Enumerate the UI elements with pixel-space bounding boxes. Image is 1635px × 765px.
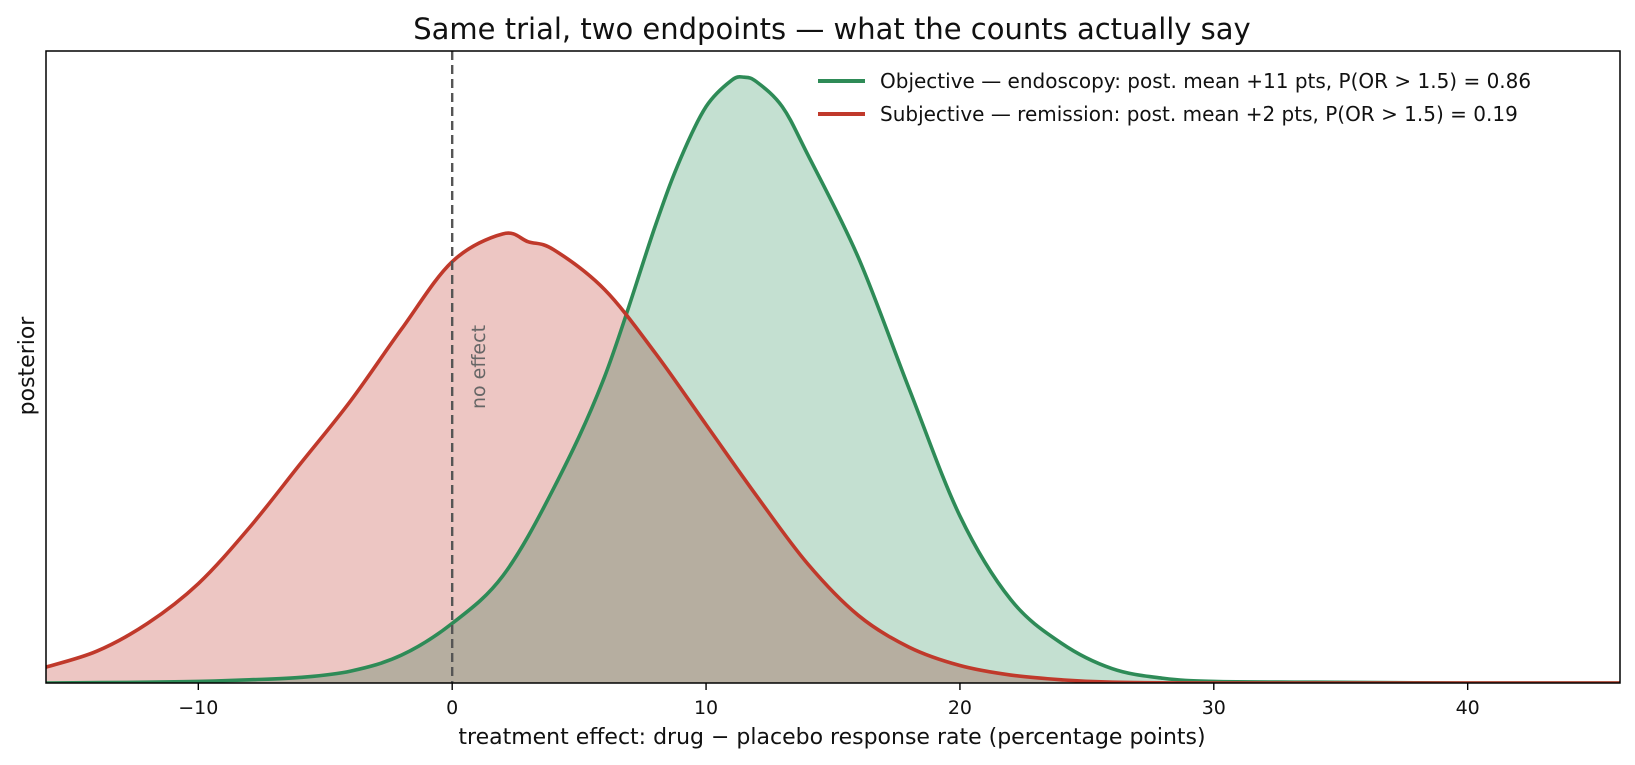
legend-label-2: Subjective — remission: post. mean +2 pt… — [880, 102, 1518, 126]
x-tick-label: 40 — [1456, 697, 1480, 719]
x-tick-label: 20 — [948, 697, 972, 719]
series-area-2 — [46, 233, 1620, 683]
y-axis-label: posterior — [15, 316, 40, 416]
plot-frame — [45, 50, 1621, 684]
x-tick-label: 30 — [1202, 697, 1226, 719]
series-line-1 — [46, 75, 1620, 683]
plot-area: no effect −10 0 10 20 30 40 Objective — endosco… — [45, 50, 1621, 719]
x-tick-label: −10 — [178, 697, 218, 719]
x-tick-label: 0 — [446, 697, 458, 719]
chart-title: Same trial, two endpoints — what the cou… — [413, 12, 1250, 46]
x-axis-label: treatment effect: drug − placebo respons… — [458, 725, 1205, 750]
series-line-2 — [46, 231, 1620, 683]
series-area-1 — [46, 76, 1620, 683]
legend-label-1: Objective — endoscopy: post. mean +11 pt… — [880, 69, 1531, 93]
x-tick-label: 10 — [694, 697, 718, 719]
no-effect-label: no effect — [468, 325, 490, 409]
series-group — [46, 75, 1620, 683]
